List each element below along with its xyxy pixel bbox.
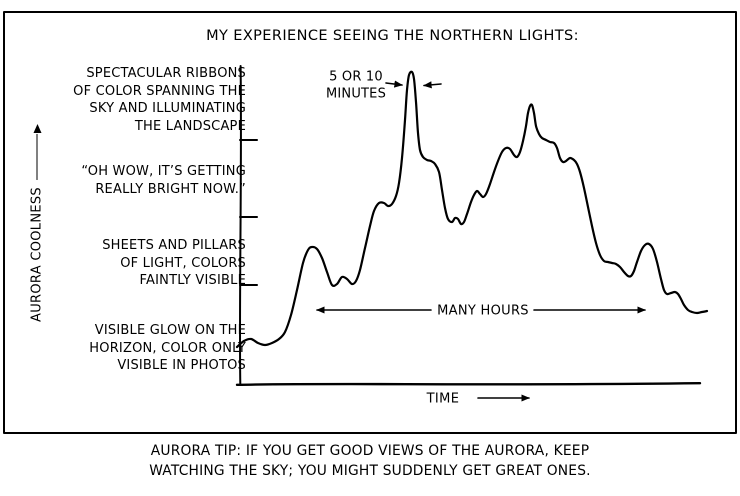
y-level-label-visible-glow: VISIBLE GLOW ON THE HORIZON, COLOR ONLY …: [89, 322, 246, 375]
label-line: HORIZON, COLOR ONLY: [89, 340, 246, 356]
label-line: “OH WOW, IT’S GETTING: [81, 164, 246, 179]
label-line: SKY AND ILLUMINATING: [89, 101, 246, 116]
x-axis-label: TIME: [426, 391, 460, 407]
label-line: OF LIGHT, COLORS: [120, 255, 246, 271]
label-line: OF COLOR SPANNING THE: [73, 83, 246, 99]
label-line: REALLY BRIGHT NOW.”: [95, 181, 246, 197]
comic-panel-border: [3, 11, 737, 434]
y-level-label-sheets-pillars: SHEETS AND PILLARS OF LIGHT, COLORS FAIN…: [102, 237, 246, 290]
label-line: SPECTACULAR RIBBONS: [86, 66, 246, 81]
label-line: SHEETS AND PILLARS: [102, 238, 246, 253]
spike-duration-annotation: 5 OR 10 MINUTES: [326, 70, 386, 103]
many-hours-annotation: MANY HOURS: [437, 303, 529, 319]
y-axis-ticks: [239, 139, 258, 286]
y-level-label-spectacular-ribbons: SPECTACULAR RIBBONS OF COLOR SPANNING TH…: [73, 65, 246, 135]
caption: AURORA TIP: IF YOU GET GOOD VIEWS OF THE…: [0, 441, 740, 481]
label-line: THE LANDSCAPE: [134, 118, 246, 134]
caption-line: WATCHING THE SKY; YOU MIGHT SUDDENLY GET…: [149, 463, 591, 479]
label-line: VISIBLE GLOW ON THE: [94, 323, 246, 338]
x-axis-line: [235, 382, 702, 386]
y-level-label-oh-wow: “OH WOW, IT’S GETTING REALLY BRIGHT NOW.…: [81, 163, 246, 198]
chart-title: MY EXPERIENCE SEEING THE NORTHERN LIGHTS…: [206, 28, 579, 44]
label-line: FAINTLY VISIBLE: [139, 273, 246, 288]
caption-line: AURORA TIP: IF YOU GET GOOD VIEWS OF THE…: [150, 443, 590, 459]
spike-pointer-right-arrow-icon: [385, 80, 403, 88]
aurora-coolness-curve: [235, 70, 709, 349]
annotation-line: 5 OR 10: [329, 69, 383, 85]
annotation-line: MINUTES: [325, 86, 387, 101]
y-axis-line: [238, 65, 242, 385]
spike-pointer-left-arrow-icon: [423, 81, 442, 89]
label-line: VISIBLE IN PHOTOS: [117, 358, 246, 373]
